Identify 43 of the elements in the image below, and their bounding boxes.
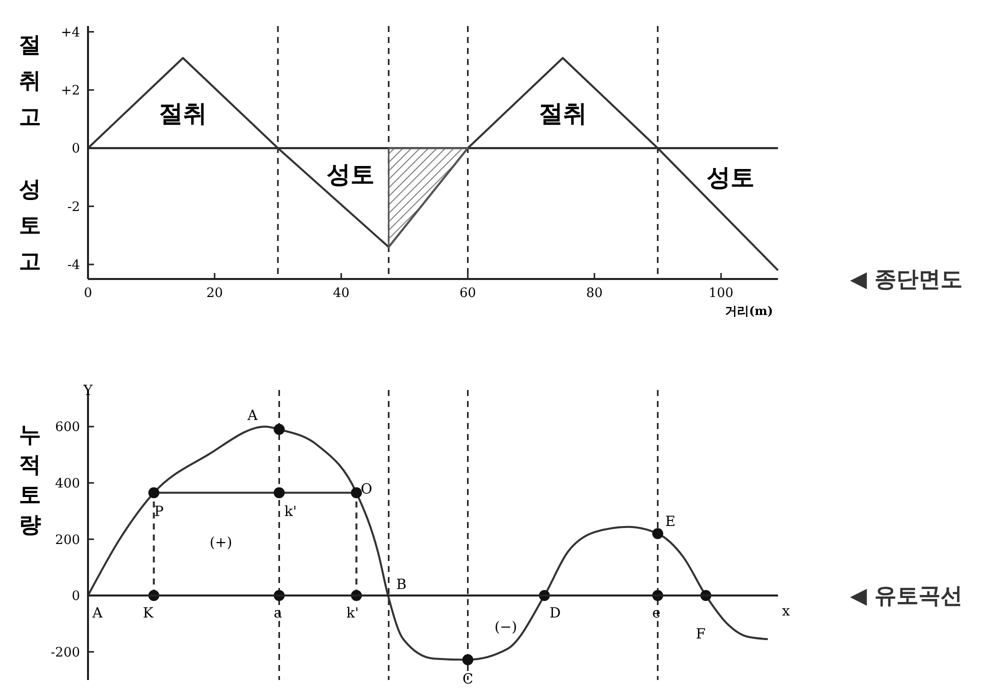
annotation: 성토 <box>326 160 375 189</box>
text: 절취고 성토고 <box>19 32 41 275</box>
annotation: K <box>142 605 154 622</box>
annotation: 절취 <box>158 100 207 128</box>
annotation: D <box>550 605 561 622</box>
y-tick-label: -4 <box>67 258 80 274</box>
annotation: k' <box>284 504 297 520</box>
annotation: Y <box>82 382 94 399</box>
y-tick-label: -200 <box>50 645 80 660</box>
x-axis-title: x <box>782 604 790 620</box>
annotation: 성토 <box>706 164 755 192</box>
annotation: P <box>154 504 164 520</box>
annotation: (−) <box>494 619 518 636</box>
annotation: O <box>360 481 372 498</box>
y-axis-title: 누적토량 <box>19 422 41 538</box>
y-tick-label: 0 <box>72 142 80 157</box>
x-tick-label: 20 <box>206 286 223 301</box>
annotation: e <box>652 605 661 622</box>
y-tick-label: 200 <box>55 532 80 548</box>
annotation: E <box>665 514 676 530</box>
annotation: a <box>274 605 282 622</box>
annotation: A <box>91 605 104 622</box>
x-tick-label: 100 <box>708 286 734 301</box>
y-tick-label: 600 <box>55 420 80 436</box>
text: ◀ 유토곡선 <box>850 584 963 610</box>
x-tick-label: 40 <box>332 286 350 301</box>
y-tick-label: +2 <box>60 84 80 99</box>
annotation: B <box>396 577 406 594</box>
annotation: F <box>696 626 706 642</box>
y-tick-label: 400 <box>55 476 80 492</box>
annotation: 절취 <box>538 100 587 128</box>
y-tick-label: +4 <box>60 25 80 40</box>
x-axis-title: 거리(m) <box>724 304 773 318</box>
annotation: (+) <box>210 534 232 551</box>
x-tick-label: 80 <box>586 286 603 301</box>
annotation: A <box>246 408 259 424</box>
text: ◀ 종단면도 <box>850 268 963 293</box>
annotation: k' <box>346 605 359 622</box>
x-tick-label: 0 <box>84 286 92 301</box>
y-tick-label: 0 <box>72 589 80 604</box>
x-tick-label: 60 <box>460 286 476 301</box>
y-tick-label: -2 <box>67 200 80 215</box>
annotation: C <box>462 671 474 688</box>
